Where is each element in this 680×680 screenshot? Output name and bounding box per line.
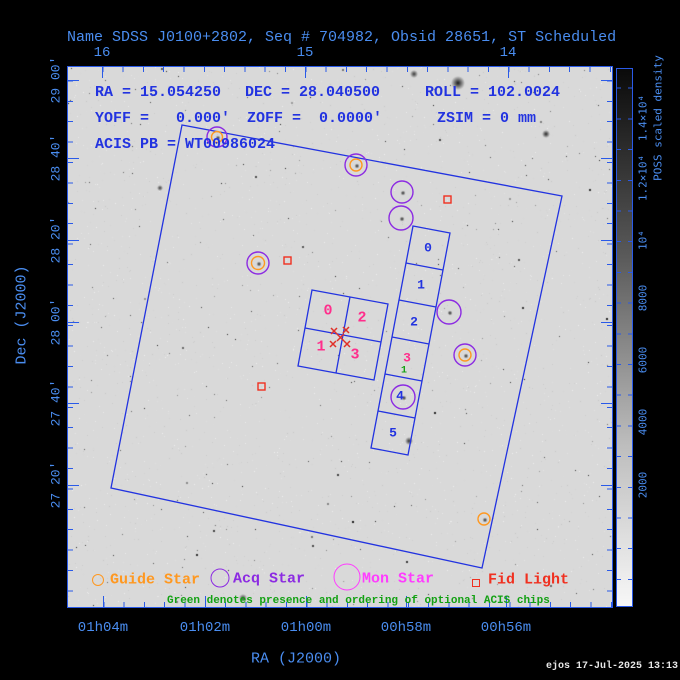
fid-light-legend-icon xyxy=(472,579,480,587)
guide-star-legend-label: Guide Star xyxy=(110,571,201,589)
colorbar-ticks-left xyxy=(617,69,621,606)
guide-star-marker[interactable] xyxy=(477,512,491,526)
acq-star-marker[interactable] xyxy=(388,205,414,231)
acis-i-chip-label: 2 xyxy=(357,309,367,327)
acis-i-chip-label: 3 xyxy=(350,346,360,364)
guide-star-marker[interactable] xyxy=(250,255,266,271)
overlay-roll: ROLL = 102.0024 xyxy=(425,84,561,101)
optional-chips-note: Green denotes presence and ordering of o… xyxy=(167,595,550,607)
overlay-dec: DEC = 28.040500 xyxy=(245,84,381,101)
overlay-acis-pb: ACIS PB = WT00986024 xyxy=(95,136,276,153)
overlay-yoff: YOFF = 0.000' xyxy=(95,110,231,127)
acq-star-marker[interactable] xyxy=(453,343,477,367)
guide-star-marker[interactable] xyxy=(210,130,224,144)
tick-label-bottom: 01h02m xyxy=(179,620,231,636)
ra-axis-label: RA (J2000) xyxy=(250,650,342,668)
guide-star-marker[interactable] xyxy=(458,348,472,362)
acq-star-marker[interactable] xyxy=(246,251,270,275)
plot-frame xyxy=(67,66,613,608)
acq-star-legend-icon xyxy=(210,568,230,588)
acis-s-chip-label: 2 xyxy=(410,314,418,330)
acis-i-chip-label: 1 xyxy=(316,338,326,356)
overlay-zsim: ZSIM = 0 mm xyxy=(437,110,537,127)
acq-star-marker[interactable] xyxy=(206,126,228,148)
overlay-ra: RA = 15.054250 xyxy=(95,84,222,101)
acis-s-chip-label: 5 xyxy=(389,425,397,441)
mon-star-legend-icon xyxy=(333,563,361,591)
timestamp: ejos 17-Jul-2025 13:13 xyxy=(545,661,678,672)
acq-star-marker[interactable] xyxy=(390,384,416,410)
overlay-zoff: ZOFF = 0.0000' xyxy=(247,110,383,127)
acq-star-legend-label: Acq Star xyxy=(233,570,306,588)
acq-star-marker[interactable] xyxy=(436,299,462,325)
acq-star-marker[interactable] xyxy=(344,153,368,177)
fid-light-marker[interactable] xyxy=(443,195,452,204)
tick-label-bottom: 00h58m xyxy=(380,620,432,636)
acis-s-chip-label: 4 xyxy=(396,388,404,404)
guide-star-marker[interactable] xyxy=(349,158,363,172)
colorbar-ticks-right xyxy=(628,69,632,606)
tick-label-top: 16 xyxy=(93,45,111,61)
aimpoint-marker[interactable] xyxy=(329,326,351,348)
window-title: Name SDSS J0100+2802, Seq # 704982, Obsi… xyxy=(67,29,617,46)
tick-label-top: 14 xyxy=(499,45,517,61)
tick-label-bottom: 01h00m xyxy=(280,620,332,636)
fov-outline[interactable] xyxy=(110,124,563,569)
optional-chip-order-label: 1 xyxy=(400,365,408,377)
acis-s-array[interactable] xyxy=(370,225,451,456)
mon-star-legend-label: Mon Star xyxy=(362,570,435,588)
fid-light-marker[interactable] xyxy=(283,256,292,265)
guide-star-legend-icon xyxy=(92,574,104,586)
tick-label-bottom: 00h56m xyxy=(480,620,532,636)
tick-label-top: 15 xyxy=(296,45,314,61)
acis-s-chip-label: 0 xyxy=(424,240,432,256)
tick-label-bottom: 01h04m xyxy=(77,620,129,636)
acq-star-marker[interactable] xyxy=(390,180,414,204)
acis-s-chip-label: 1 xyxy=(417,277,425,293)
acis-s-chip-label-optional: 3 xyxy=(403,350,411,366)
fid-light-legend-label: Fid Light xyxy=(488,571,570,589)
fid-light-marker[interactable] xyxy=(257,382,266,391)
acis-i-chip-label: 0 xyxy=(323,302,333,320)
